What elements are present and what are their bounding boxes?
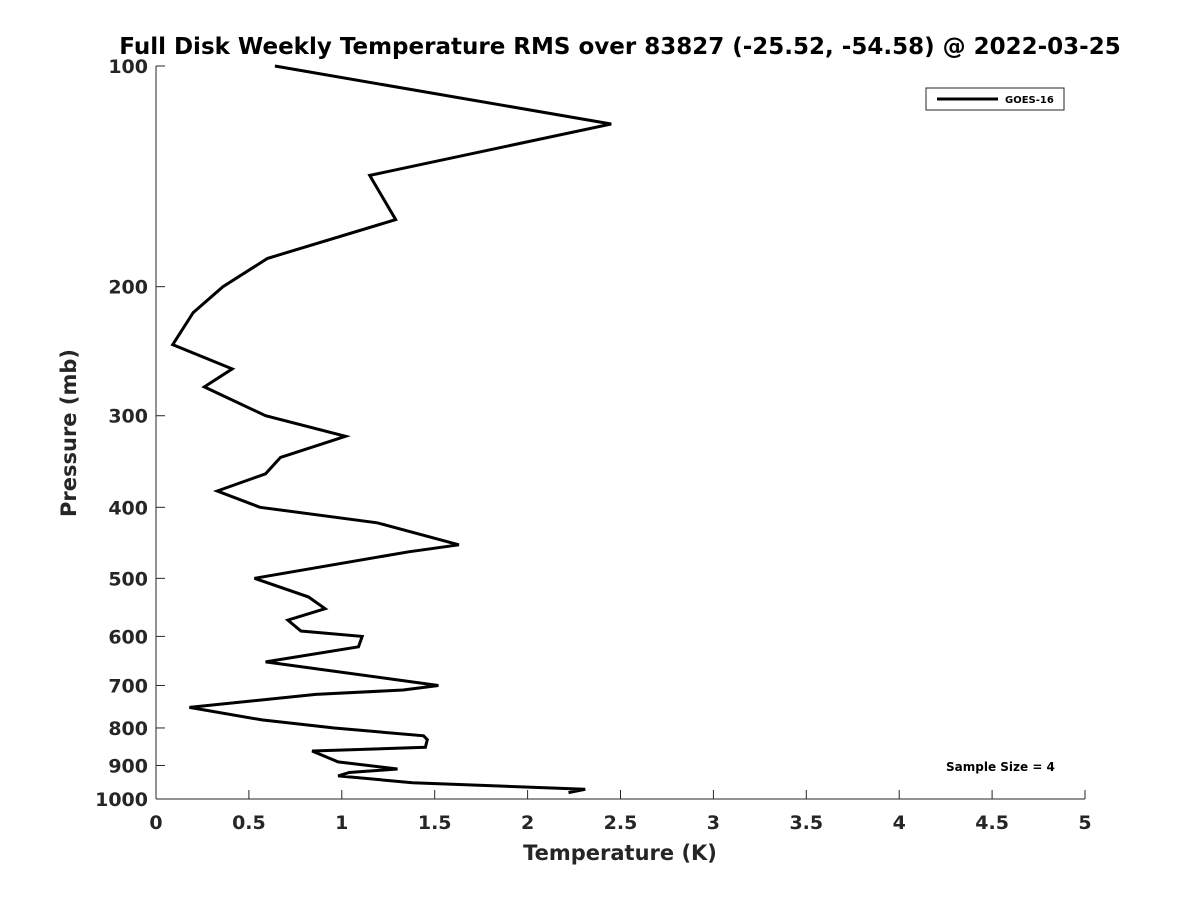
sample-size-annotation: Sample Size = 4	[946, 760, 1055, 774]
y-tick-label: 1000	[95, 789, 148, 811]
x-tick-label: 1.5	[418, 812, 452, 834]
x-ticks: 0 0.5 1 1.5 2 2.5 3 3.5 4 4.5 5	[149, 790, 1092, 834]
x-tick-label: 1	[335, 812, 348, 834]
x-tick-label: 0.5	[232, 812, 266, 834]
y-tick-label: 600	[108, 626, 148, 648]
series-line	[170, 64, 612, 795]
x-tick-label: 2.5	[604, 812, 638, 834]
y-axis-label: Pressure (mb)	[57, 349, 81, 517]
x-tick-label: 4	[893, 812, 906, 834]
y-tick-label: 100	[108, 56, 148, 78]
y-tick-label: 900	[108, 755, 148, 777]
x-tick-label: 3.5	[789, 812, 823, 834]
x-tick-label: 3	[707, 812, 720, 834]
x-tick-label: 4.5	[975, 812, 1009, 834]
y-ticks: 100 200 300 400 500 600 700 800 900 1000	[95, 56, 165, 811]
y-tick-label: 800	[108, 718, 148, 740]
series-layer	[170, 64, 612, 795]
y-tick-label: 700	[108, 675, 148, 697]
y-tick-label: 400	[108, 497, 148, 519]
x-tick-label: 2	[521, 812, 534, 834]
legend: GOES-16	[925, 87, 1065, 111]
y-tick-label: 300	[108, 406, 148, 428]
y-tick-label: 200	[108, 277, 148, 299]
legend-label: GOES-16	[1005, 95, 1054, 106]
y-tick-label: 500	[108, 568, 148, 590]
x-tick-label: 0	[149, 812, 162, 834]
chart-title: Full Disk Weekly Temperature RMS over 83…	[119, 34, 1121, 60]
x-tick-label: 5	[1078, 812, 1091, 834]
x-axis-label: Temperature (K)	[523, 841, 717, 865]
